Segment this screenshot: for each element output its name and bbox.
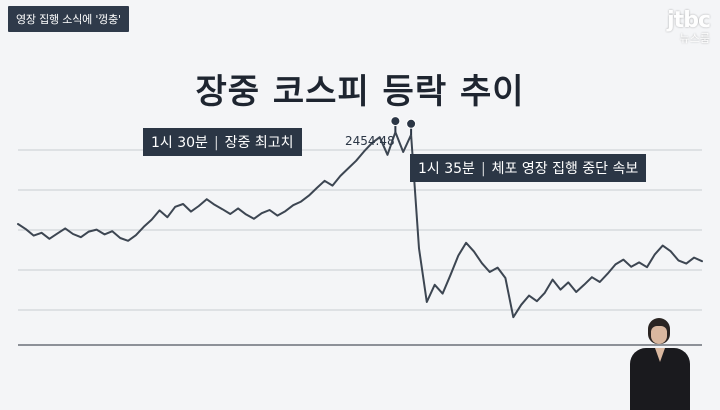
chart-title: 장중 코스피 등락 추이 <box>195 72 525 112</box>
annotation-peak-time: 1시 30분 <box>151 135 208 151</box>
annotation-halt-time: 1시 35분 <box>418 161 475 177</box>
annotation-separator: | <box>213 135 219 151</box>
annotation-peak-callout: 1시 30분 | 장중 최고치 <box>143 128 302 156</box>
halt-marker <box>406 118 417 129</box>
annotation-peak-text: 장중 최고치 <box>224 135 294 151</box>
logo-main-text: jtbc <box>667 8 711 33</box>
news-anchor-image <box>630 318 690 410</box>
annotation-separator: | <box>480 161 486 177</box>
peak-marker <box>390 116 401 127</box>
logo-sub-text: 뉴스룸 <box>679 32 710 45</box>
anchor-face <box>651 326 667 344</box>
annotation-peak-value: 2454.48 <box>345 134 395 148</box>
news-caption-tag: 영장 집행 소식에 '껑충' <box>8 6 129 32</box>
chart-grid <box>18 149 702 346</box>
kospi-series-line <box>17 131 703 319</box>
anchor-collar <box>655 348 665 362</box>
broadcaster-logo: jtbc 뉴스룸 <box>640 8 711 46</box>
chart-markers <box>390 116 417 135</box>
annotation-halt-text: 체포 영장 집행 중단 속보 <box>491 161 639 177</box>
annotation-halt-callout: 1시 35분 | 체포 영장 집행 중단 속보 <box>410 154 647 182</box>
